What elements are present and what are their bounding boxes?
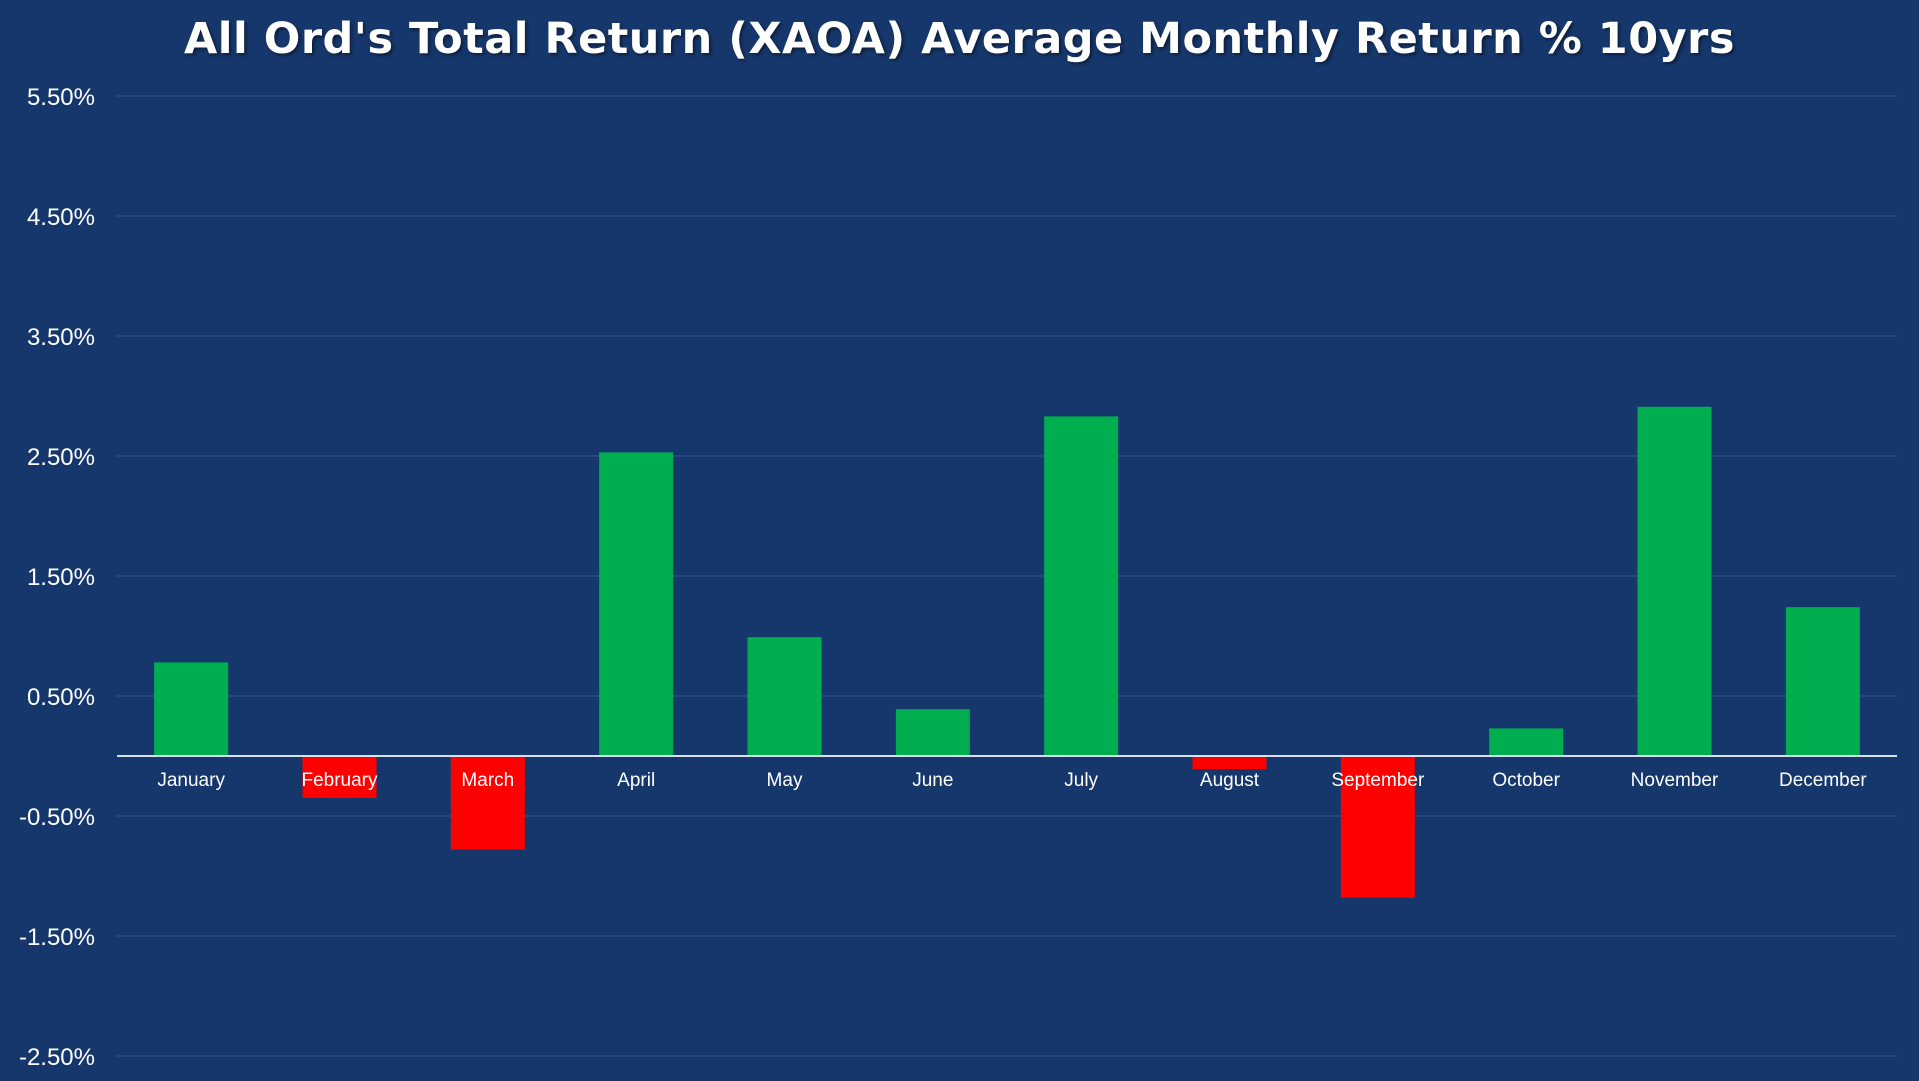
- bar-november: [1637, 406, 1712, 756]
- bar-february: [302, 756, 377, 798]
- bar-december: [1785, 607, 1860, 756]
- y-tick-label: -0.50%: [19, 804, 95, 831]
- x-tick-label: November: [1631, 770, 1719, 791]
- bar-march: [450, 756, 525, 850]
- x-tick-label: March: [461, 770, 514, 791]
- y-tick-label: 2.50%: [27, 444, 95, 471]
- bar-january: [154, 662, 229, 756]
- y-tick-label: -2.50%: [19, 1044, 95, 1071]
- x-tick-label: January: [157, 770, 225, 791]
- y-tick-label: 4.50%: [27, 204, 95, 231]
- x-tick-label: August: [1200, 770, 1260, 791]
- y-tick-label: 3.50%: [27, 324, 95, 351]
- bar-april: [599, 452, 674, 756]
- x-tick-label: February: [301, 770, 378, 791]
- bar-august: [1192, 756, 1267, 770]
- y-tick-label: -1.50%: [19, 924, 95, 951]
- x-tick-label: June: [912, 770, 953, 791]
- x-tick-label: September: [1331, 770, 1425, 791]
- bar-october: [1489, 728, 1564, 756]
- x-tick-label: April: [617, 770, 655, 791]
- bar-july: [1044, 416, 1119, 756]
- bar-may: [747, 637, 822, 756]
- chart-title: All Ord's Total Return (XAOA) Average Mo…: [184, 14, 1735, 64]
- x-tick-label: October: [1492, 770, 1560, 791]
- y-tick-label: 1.50%: [27, 564, 95, 591]
- bar-september: [1340, 756, 1415, 898]
- y-tick-label: 0.50%: [27, 684, 95, 711]
- x-tick-label: July: [1064, 770, 1098, 791]
- bar-june: [895, 709, 970, 756]
- y-tick-label: 5.50%: [27, 84, 95, 111]
- x-tick-label: December: [1779, 770, 1867, 791]
- x-tick-label: May: [767, 770, 803, 791]
